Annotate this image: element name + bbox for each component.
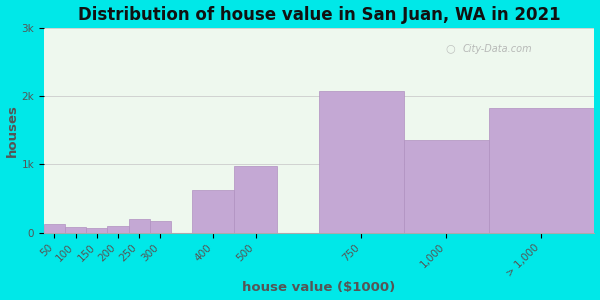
Bar bbox=[404, 140, 488, 232]
Bar bbox=[192, 190, 235, 232]
Bar bbox=[149, 220, 171, 232]
X-axis label: house value ($1000): house value ($1000) bbox=[242, 281, 396, 294]
Text: ○: ○ bbox=[446, 43, 455, 53]
Bar bbox=[488, 108, 595, 232]
Bar bbox=[235, 166, 277, 232]
Bar bbox=[65, 227, 86, 232]
Y-axis label: houses: houses bbox=[5, 104, 19, 157]
Bar bbox=[107, 226, 128, 232]
Bar bbox=[86, 228, 107, 232]
Bar bbox=[319, 91, 404, 232]
Bar bbox=[128, 219, 149, 232]
Text: City-Data.com: City-Data.com bbox=[462, 44, 532, 54]
Bar bbox=[44, 224, 65, 232]
Title: Distribution of house value in San Juan, WA in 2021: Distribution of house value in San Juan,… bbox=[78, 6, 560, 24]
